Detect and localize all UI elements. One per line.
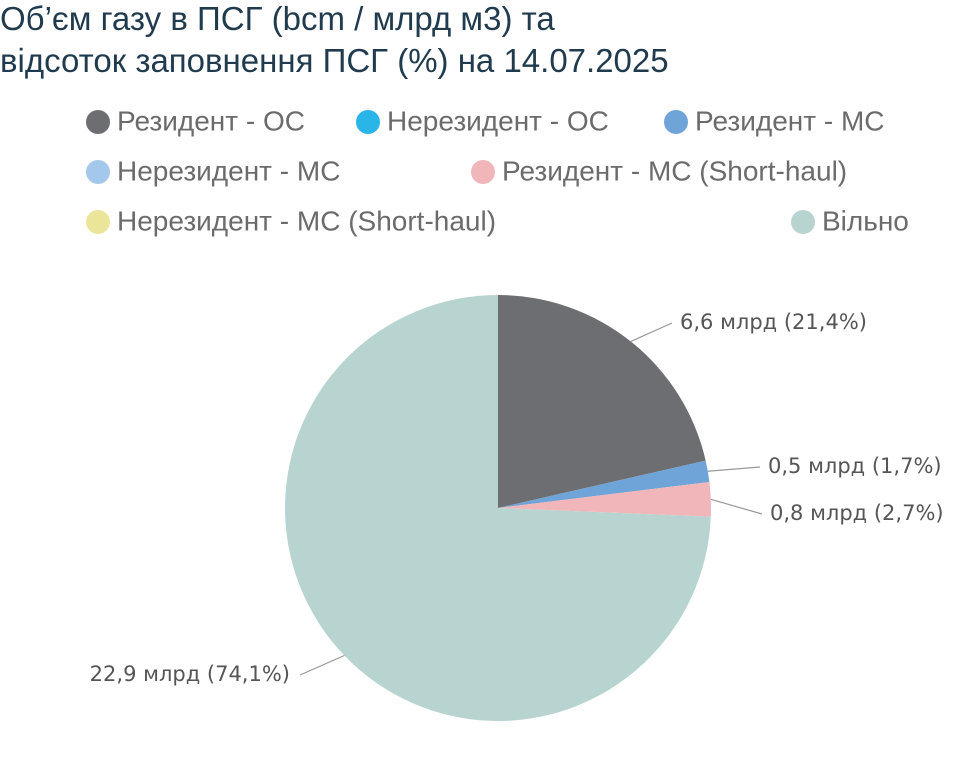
legend-label: Резидент - МС xyxy=(695,105,885,136)
legend-marker xyxy=(664,110,688,134)
chart-title: Об’єм газу в ПСГ (bcm / млрд м3) та xyxy=(0,0,555,37)
data-label: 0,5 млрд (1,7%) xyxy=(768,454,942,478)
data-label: 22,9 млрд (74,1%) xyxy=(90,662,290,686)
chart-title: відсоток заповнення ПСГ (%) на 14.07.202… xyxy=(0,42,669,79)
leader-line xyxy=(710,498,763,515)
data-label: 0,8 млрд (2,7%) xyxy=(770,501,944,525)
legend-label: Нерезидент - МС xyxy=(117,155,340,186)
leader-line xyxy=(707,466,761,472)
legend-marker xyxy=(86,110,110,134)
legend-marker xyxy=(356,110,380,134)
legend-label: Резидент - ОС xyxy=(117,105,305,136)
legend-marker xyxy=(86,160,110,184)
leader-line xyxy=(630,322,673,343)
pie-slice xyxy=(285,295,711,722)
leader-line xyxy=(299,654,345,676)
pie-slice xyxy=(498,460,710,508)
legend-label: Резидент - МС (Short-haul) xyxy=(502,155,847,186)
legend-marker xyxy=(86,210,110,234)
legend-label: Вільно xyxy=(822,205,909,236)
data-label: 6,6 млрд (21,4%) xyxy=(680,310,867,334)
pie-slice xyxy=(498,481,711,517)
legend-marker xyxy=(791,210,815,234)
legend-label: Нерезидент - МС (Short-haul) xyxy=(117,205,496,236)
pie-slice xyxy=(498,295,706,508)
legend-label: Нерезидент - ОС xyxy=(387,105,609,136)
legend-marker xyxy=(471,160,495,184)
